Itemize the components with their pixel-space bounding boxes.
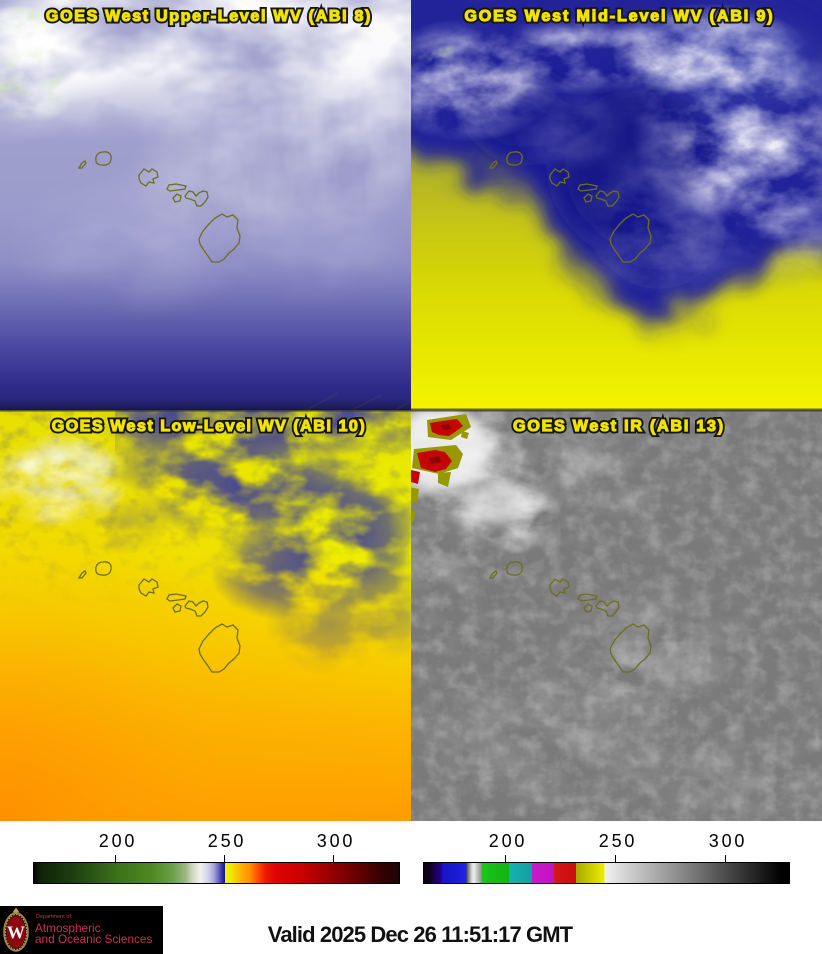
svg-text:GOES West Low-Level WV (ABI 10: GOES West Low-Level WV (ABI 10) [52,418,366,435]
svg-text:GOES West Mid-Level WV (ABI 9): GOES West Mid-Level WV (ABI 9) [464,8,774,25]
svg-text:W: W [7,923,25,943]
svg-text:GOES West Upper-Level WV (ABI: GOES West Upper-Level WV (ABI 8) [46,8,372,25]
svg-text:GOES West Mid-Level WV (ABI 9): GOES West Mid-Level WV (ABI 9) [464,8,774,25]
svg-text:GOES West IR (ABI 13): GOES West IR (ABI 13) [513,418,725,435]
svg-text:GOES West Low-Level WV (ABI 10: GOES West Low-Level WV (ABI 10) [52,418,366,435]
svg-text:GOES West Upper-Level WV (ABI: GOES West Upper-Level WV (ABI 8) [46,8,372,25]
svg-text:GOES West IR (ABI 13): GOES West IR (ABI 13) [513,418,725,435]
